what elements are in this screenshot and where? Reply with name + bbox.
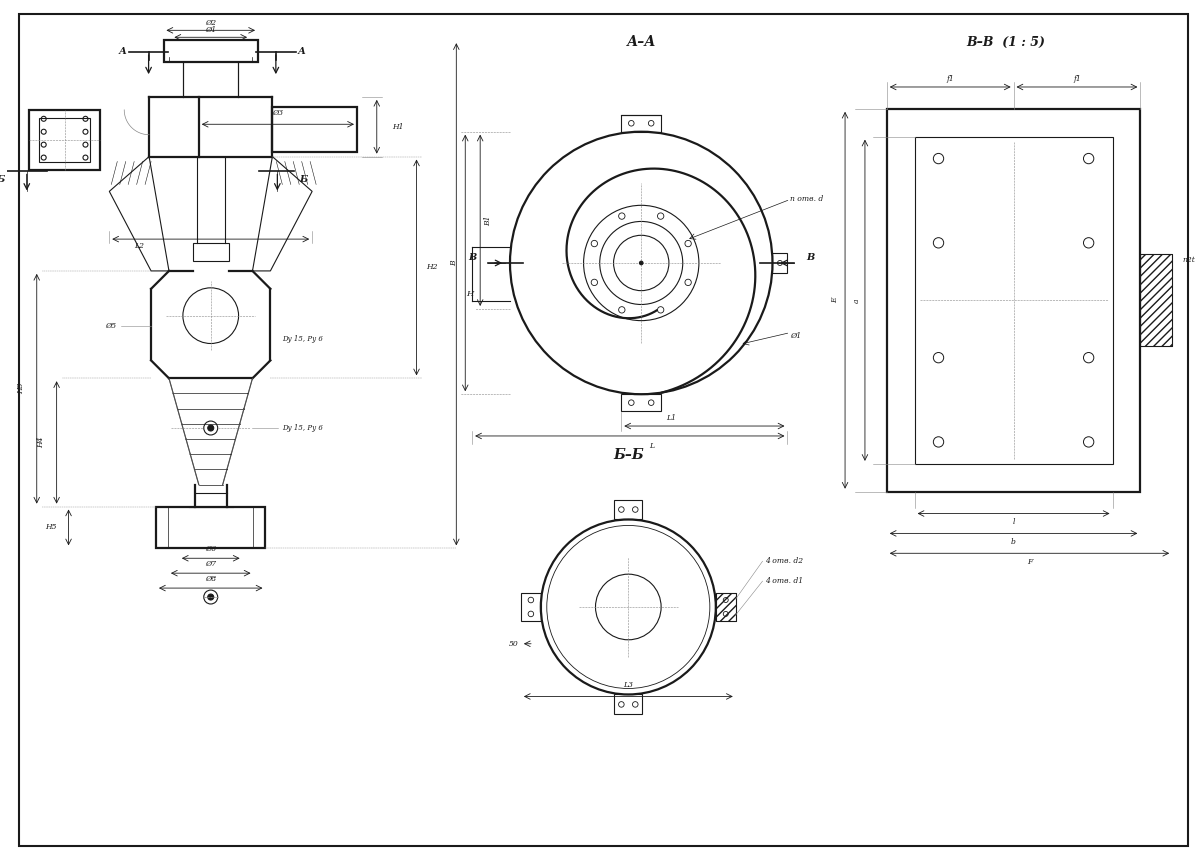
Circle shape [208,425,214,431]
Text: Dy 15, Ру 6: Dy 15, Ру 6 [282,424,323,432]
Text: L2: L2 [134,242,144,250]
Text: L1: L1 [666,414,676,422]
Bar [1140,255,1172,347]
Bar [521,593,541,621]
Bar [614,695,642,715]
Bar [716,593,736,621]
Text: Ø1: Ø1 [205,27,216,34]
Text: H: H [467,291,474,298]
Bar [622,394,661,411]
Text: Ø8: Ø8 [205,575,216,583]
Bar [914,137,1112,464]
Text: В: В [806,253,815,261]
Circle shape [208,594,214,600]
Text: Ø6: Ø6 [205,545,216,553]
Text: f1: f1 [1073,75,1081,83]
Text: L: L [649,442,654,450]
Text: n отв. d: n отв. d [791,195,823,203]
Text: Б: Б [299,175,307,184]
Text: L3: L3 [623,681,634,690]
Text: E: E [832,298,839,303]
Bar [163,40,258,62]
Text: F: F [1027,558,1032,566]
Bar [716,593,736,621]
Text: H4: H4 [37,437,44,448]
Bar [29,110,101,169]
Bar [773,253,787,273]
Text: В1: В1 [484,215,492,225]
Text: 50: 50 [509,640,518,648]
Text: f1: f1 [947,75,954,83]
Text: В: В [468,253,476,261]
Text: Ø2: Ø2 [205,19,216,28]
Circle shape [640,261,643,265]
Text: 4 отв. d2: 4 отв. d2 [764,557,803,565]
Text: Б: Б [0,175,5,184]
Text: В: В [450,261,458,266]
Text: Б–Б: Б–Б [613,448,643,462]
Text: А–А: А–А [626,35,656,49]
Text: Ø3: Ø3 [272,109,283,117]
Bar [614,500,642,519]
Text: Ø7: Ø7 [205,560,216,568]
Text: А: А [119,46,127,56]
Text: В–В  (1 : 5): В–В (1 : 5) [967,36,1045,49]
Text: l: l [1013,519,1015,526]
Bar [38,118,90,162]
Text: Dy 15, Ру 6: Dy 15, Ру 6 [282,335,323,342]
Bar [193,243,229,261]
Bar [272,107,356,151]
Bar [622,115,661,132]
Text: Ø1: Ø1 [791,332,802,340]
Bar [1140,255,1172,347]
Text: H3: H3 [17,383,25,395]
Text: H2: H2 [426,263,438,272]
Text: А: А [298,46,306,56]
Text: H5: H5 [46,524,56,531]
Bar [887,109,1140,492]
Text: b: b [1012,538,1016,546]
Text: Ø5: Ø5 [106,322,116,329]
Text: H1: H1 [391,123,403,131]
Text: n2t: n2t [1182,256,1195,265]
Text: a: a [853,298,860,303]
Bar [156,507,265,549]
Text: 4 отв. d1: 4 отв. d1 [764,577,803,585]
